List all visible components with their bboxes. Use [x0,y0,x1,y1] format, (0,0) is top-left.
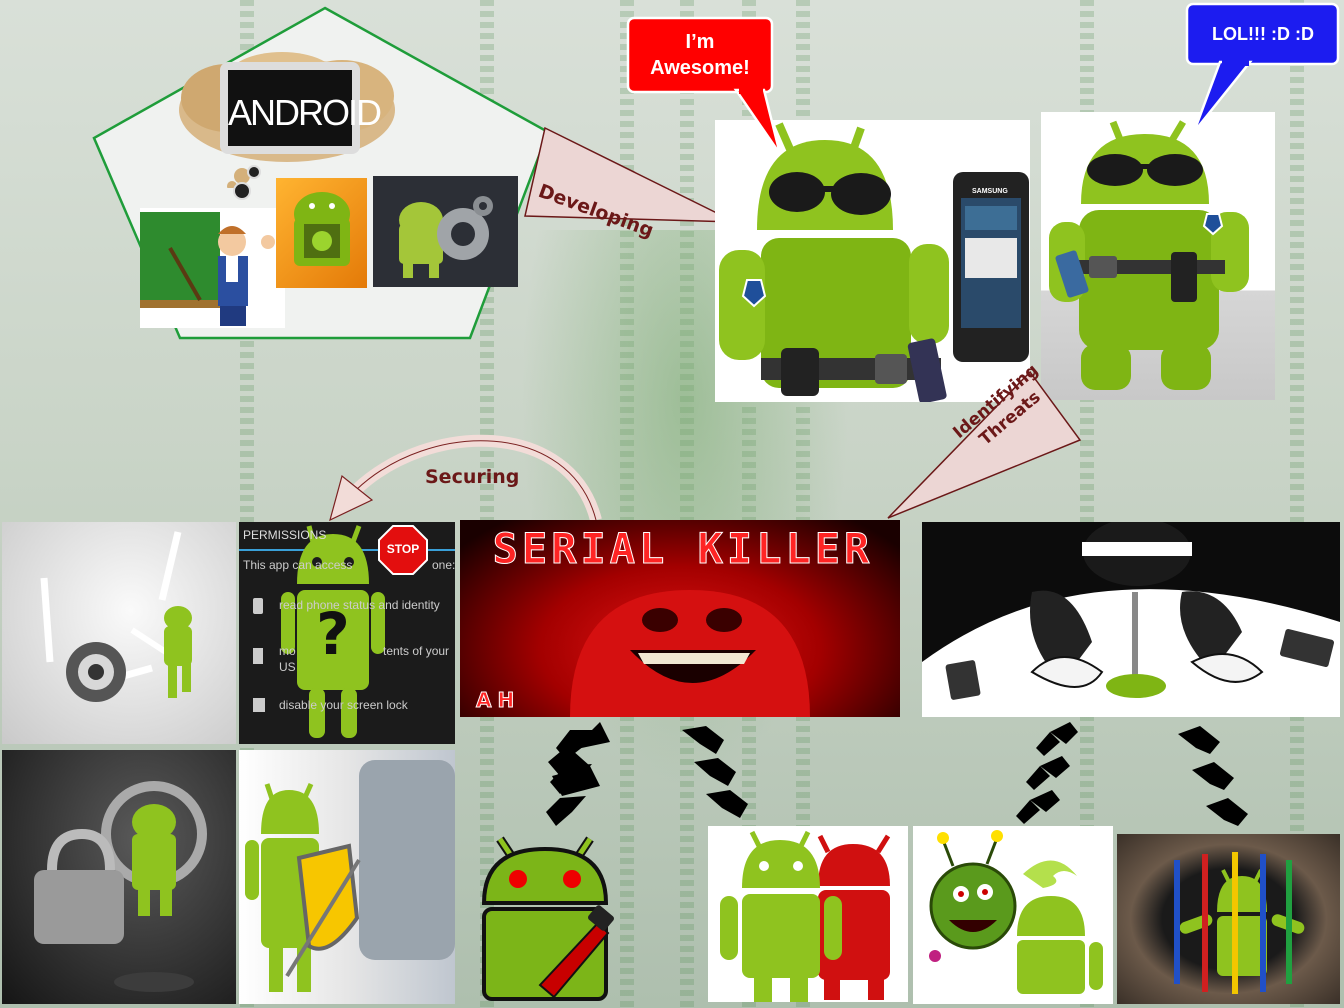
permissions-title: PERMISSIONS [243,528,327,542]
permission-item-storage-line2: US [279,660,296,674]
ah-text: AH [475,688,521,713]
permissions-intro-end: one: [432,558,455,572]
teacher-image [140,208,285,328]
permission-item-screen-lock: disable your screen lock [279,698,408,712]
awesome-speech-bubble: I’m Awesome! [650,31,750,79]
locked-android-image [2,750,236,1004]
android-with-phones-image [1041,112,1275,400]
permission-item-phone: read phone status and identity [279,598,440,612]
serial-killer-title: SERIAL KILLER [492,524,874,574]
stop-sign-text: STOP [386,542,420,556]
hacker-stabbing-android-image [922,522,1340,717]
permissions-intro: This app can access [243,558,353,572]
evil-android-knife-image [470,835,620,1005]
permission-item-storage-end: tents of your [383,644,450,658]
android-vs-apple-lightsaber-image [2,522,236,744]
matrix-column [1290,0,1304,1008]
permission-item-storage-start: mo [279,644,296,658]
jailed-android-image [1117,834,1340,1004]
android-shield-sword-image [239,750,455,1004]
cool-android-image [715,120,1030,402]
phone-brand-label: SAMSUNG [972,188,1008,195]
serial-killer-image: SERIAL KILLER AH [460,520,900,717]
android-and-devil-android-image [708,826,908,1002]
lol-speech-bubble: LOL!!! :D :D [1212,23,1314,44]
android-board-text: ANDROID [228,92,382,133]
permissions-screen-image: ? PERMISSIONS This app can access one: r… [239,522,455,744]
svg-text:?: ? [316,600,350,668]
android-with-virus-image [913,826,1113,1004]
android-toolbox-image [276,178,367,288]
android-gear-image [373,176,518,287]
securing-label: Securing [425,466,520,488]
thought-cloud [172,48,402,188]
